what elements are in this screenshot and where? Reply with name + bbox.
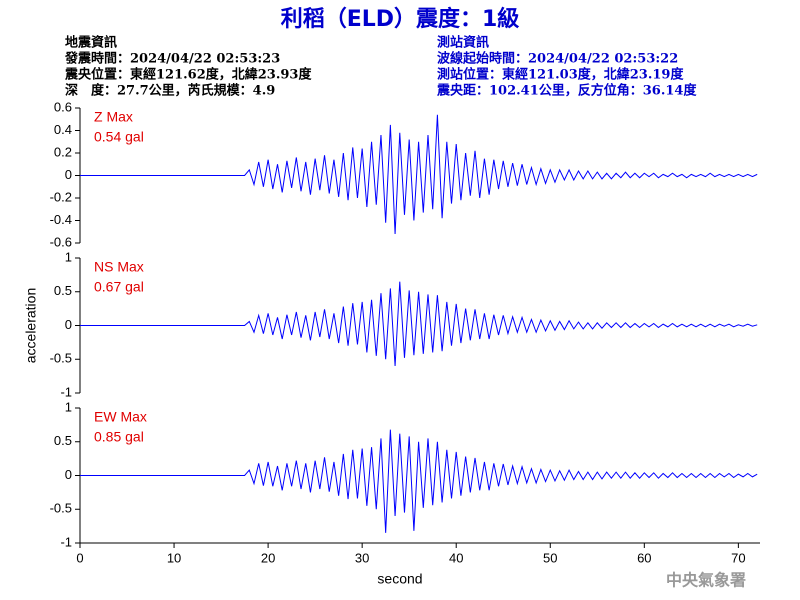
chart-title: 利稻（ELD）震度：1級	[281, 6, 520, 32]
x-tick-label: 50	[543, 550, 557, 565]
waveform	[80, 429, 758, 533]
y-tick-label: 1	[65, 399, 72, 414]
info-line: 震央距：102.41公里，反方位角：36.14度	[436, 83, 697, 99]
x-tick-label: 70	[731, 550, 745, 565]
y-tick-label: 0.5	[54, 283, 72, 298]
y-tick-label: -0.5	[50, 351, 72, 366]
x-tick-label: 10	[167, 550, 181, 565]
y-tick-label: -0.4	[50, 212, 72, 227]
annotation: EW Max	[94, 409, 147, 425]
info-line: 震央位置：東經121.62度，北緯23.93度	[64, 67, 312, 83]
x-axis-label: second	[377, 571, 422, 587]
x-tick-label: 60	[637, 550, 651, 565]
y-tick-label: -1	[60, 534, 72, 549]
info-line: 測站位置：東經121.03度，北緯23.19度	[437, 67, 684, 83]
y-tick-label: 0	[65, 467, 72, 482]
info-line: 測站資訊	[437, 35, 489, 51]
annotation: 0.67 gal	[94, 279, 144, 295]
annotation: 0.85 gal	[94, 429, 144, 445]
annotation: 0.54 gal	[94, 129, 144, 145]
x-tick-label: 0	[76, 550, 83, 565]
info-line: 深 度：27.7公里，芮氏規模：4.9	[65, 83, 275, 99]
info-line: 發震時間：2024/04/22 02:53:23	[64, 51, 280, 67]
y-tick-label: 0	[65, 317, 72, 332]
y-tick-label: 0.5	[54, 433, 72, 448]
y-tick-label: 0.6	[54, 99, 72, 114]
y-tick-label: -0.5	[50, 501, 72, 516]
annotation: Z Max	[94, 109, 133, 125]
y-tick-label: -1	[60, 384, 72, 399]
info-line: 波線起始時間：2024/04/22 02:53:22	[437, 51, 678, 67]
x-tick-label: 30	[355, 550, 369, 565]
y-tick-label: 1	[65, 249, 72, 264]
waveform	[80, 114, 758, 235]
y-tick-label: -0.6	[50, 234, 72, 249]
x-tick-label: 40	[449, 550, 463, 565]
y-tick-label: 0	[65, 167, 72, 182]
y-tick-label: 0.4	[54, 122, 72, 137]
annotation: NS Max	[94, 259, 144, 275]
y-tick-label: -0.2	[50, 189, 72, 204]
info-line: 地震資訊	[65, 35, 117, 51]
y-tick-label: 0.2	[54, 144, 72, 159]
waveform	[80, 281, 758, 367]
watermark: 中央氣象署	[666, 571, 746, 590]
x-tick-label: 20	[261, 550, 275, 565]
y-axis-label: acceleration	[23, 288, 39, 364]
